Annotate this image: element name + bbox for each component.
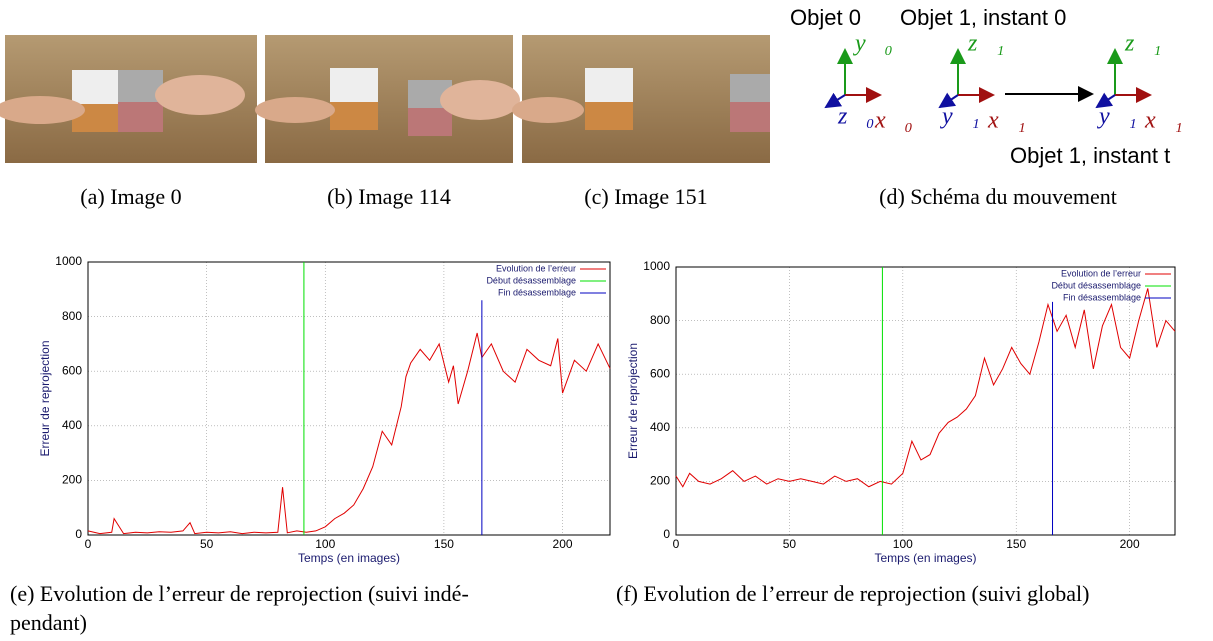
axis-label: x⃗₁	[1144, 108, 1183, 134]
caption: (c) Image 151	[584, 184, 707, 209]
y-tick-label: 600	[62, 363, 82, 377]
y-axis-label: Erreur de reprojection	[626, 343, 640, 459]
x-tick-label: 150	[1006, 537, 1026, 551]
axis-label: z⃗₁	[967, 31, 1004, 57]
photo	[512, 35, 770, 163]
photo	[0, 35, 257, 163]
caption: (b) Image 114	[327, 184, 451, 209]
legend-label: Fin désassemblage	[498, 287, 576, 297]
caption: (a) Image 0	[80, 184, 181, 209]
diagram-label: Objet 1, instant t	[1010, 143, 1170, 168]
axis-label: z⃗₀	[837, 104, 874, 130]
y-tick-label: 0	[663, 527, 670, 541]
x-tick-label: 200	[1120, 537, 1140, 551]
y-axis-label: Erreur de reprojection	[38, 340, 52, 456]
y-tick-label: 400	[62, 418, 82, 432]
diagram-label: Objet 1, instant 0	[900, 5, 1066, 30]
axis-label: y⃗₁	[940, 104, 980, 130]
y-tick-label: 800	[62, 309, 82, 323]
y-tick-label: 1000	[643, 259, 670, 273]
caption: pendant)	[10, 610, 87, 635]
y-tick-label: 200	[62, 473, 82, 487]
y-tick-label: 600	[650, 366, 670, 380]
photo	[255, 35, 520, 163]
caption: (d) Schéma du mouvement	[879, 184, 1117, 209]
caption: (f) Evolution de l’erreur de reprojectio…	[616, 581, 1089, 606]
y-tick-label: 0	[75, 527, 82, 541]
plot-frame	[675, 266, 1176, 536]
x-tick-label: 150	[434, 537, 454, 551]
x-axis-label: Temps (en images)	[298, 551, 400, 565]
plot-frame	[87, 261, 611, 536]
legend-label: Début désassemblage	[1051, 280, 1141, 290]
legend-label: Début désassemblage	[486, 275, 576, 285]
y-tick-label: 400	[650, 420, 670, 434]
caption: (e) Evolution de l’erreur de reprojectio…	[10, 581, 469, 606]
legend-label: Evolution de l’erreur	[496, 263, 576, 273]
y-tick-label: 800	[650, 313, 670, 327]
x-tick-label: 100	[893, 537, 913, 551]
x-tick-label: 50	[783, 537, 797, 551]
axis-label: x⃗₀	[874, 108, 913, 134]
diagram: Objet 0 Objet 1, instant 0 Objet 1, inst…	[790, 5, 1183, 168]
y-tick-label: 1000	[55, 254, 82, 268]
axis-label: y⃗₁	[1097, 104, 1137, 130]
axis-label: x⃗₁	[987, 108, 1026, 134]
diagram-label: Objet 0	[790, 5, 861, 30]
series-line	[87, 332, 611, 535]
legend-label: Evolution de l’erreur	[1061, 268, 1141, 278]
y-tick-label: 200	[650, 474, 670, 488]
x-tick-label: 50	[200, 537, 214, 551]
x-tick-label: 0	[85, 537, 92, 551]
x-tick-label: 100	[315, 537, 335, 551]
axis-label: y⃗₀	[853, 31, 893, 57]
axis-label: z⃗₁	[1124, 31, 1161, 57]
x-tick-label: 200	[553, 537, 573, 551]
x-axis-label: Temps (en images)	[874, 551, 976, 565]
legend-label: Fin désassemblage	[1063, 292, 1141, 302]
series-line	[675, 288, 1176, 488]
x-tick-label: 0	[673, 537, 680, 551]
